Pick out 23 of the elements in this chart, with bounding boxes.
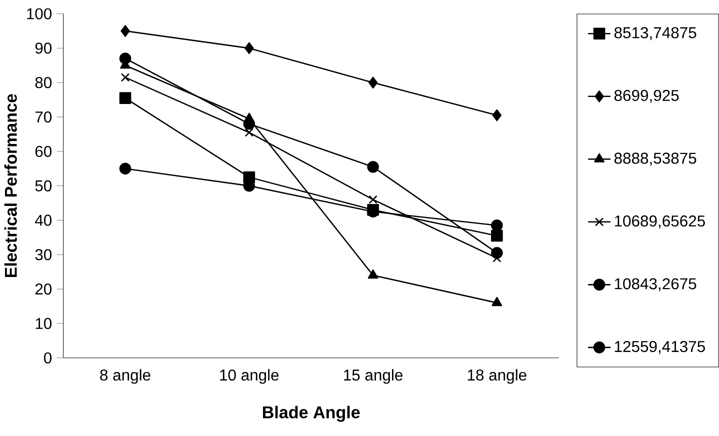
legend-label: 12559,41375 <box>614 341 705 354</box>
y-tick-label: 0 <box>44 352 52 364</box>
y-tick-label: 40 <box>35 214 52 226</box>
y-tick-label: 30 <box>35 249 52 260</box>
y-tick-label: 50 <box>35 180 52 192</box>
y-tick-label: 100 <box>27 8 52 20</box>
legend-label: 8699,925 <box>614 90 679 104</box>
legend-label: 8888,53875 <box>614 152 696 166</box>
y-tick-label: 80 <box>35 77 52 88</box>
x-tick-label: 8 angle <box>100 369 150 384</box>
x-tick-label: 15 angle <box>344 369 402 384</box>
y-axis-title: Electrical Performance <box>4 94 17 278</box>
x-axis-title: Blade Angle <box>262 406 360 422</box>
legend-label: 8513,74875 <box>614 27 696 40</box>
legend-label: 10689,65625 <box>614 216 705 229</box>
y-tick-label: 60 <box>35 146 52 158</box>
x-tick-label: 10 angle <box>220 369 279 384</box>
y-tick-label: 90 <box>35 42 52 54</box>
y-tick-label: 20 <box>35 284 52 295</box>
y-tick-label: 10 <box>36 318 52 330</box>
y-tick-label: 70 <box>35 112 52 123</box>
x-tick-label: 18 angle <box>468 369 526 384</box>
legend-label: 10843,2675 <box>614 278 696 292</box>
